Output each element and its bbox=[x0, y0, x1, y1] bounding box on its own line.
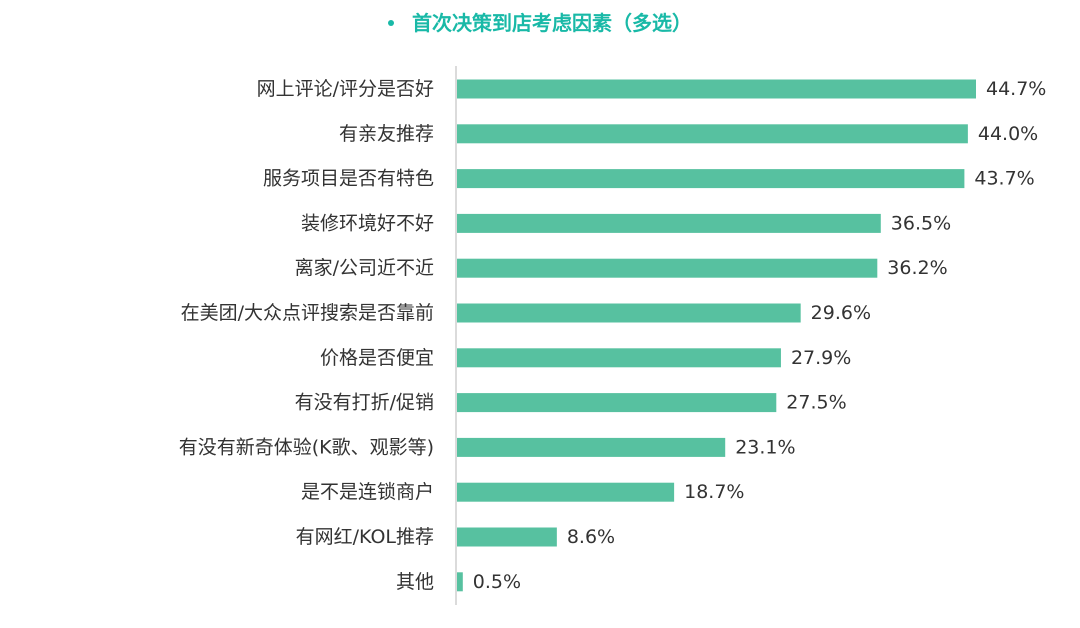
category-label-5: 在美团/大众点评搜索是否靠前 bbox=[181, 302, 434, 324]
category-label-2: 服务项目是否有特色 bbox=[263, 168, 434, 190]
category-label-3: 装修环境好不好 bbox=[301, 212, 434, 234]
bar-8 bbox=[457, 437, 726, 457]
bar-9 bbox=[457, 482, 675, 502]
value-label-10: 8.6% bbox=[567, 526, 615, 548]
value-label-11: 0.5% bbox=[473, 571, 521, 593]
bar-3 bbox=[457, 213, 881, 233]
category-label-7: 有没有打折/促销 bbox=[295, 392, 434, 414]
value-label-5: 29.6% bbox=[811, 302, 871, 324]
bar-4 bbox=[457, 258, 878, 278]
category-label-6: 价格是否便宜 bbox=[320, 347, 434, 369]
category-label-8: 有没有新奇体验(K歌、观影等) bbox=[179, 436, 434, 458]
bar-5 bbox=[457, 303, 801, 323]
value-label-8: 23.1% bbox=[735, 436, 795, 458]
value-label-4: 36.2% bbox=[887, 257, 947, 279]
category-label-1: 有亲友推荐 bbox=[339, 123, 434, 145]
category-label-10: 有网红/KOL推荐 bbox=[296, 526, 434, 548]
chart-title-row: 首次决策到店考虑因素（多选） bbox=[0, 8, 1080, 38]
value-label-7: 27.5% bbox=[786, 392, 846, 414]
bar-0 bbox=[457, 79, 976, 99]
bar-2 bbox=[457, 169, 965, 189]
value-labels-group: 44.7% 44.0% 43.7% 36.5% 36.2% 29.6% 27.9% 27.5%… bbox=[473, 78, 1047, 593]
category-labels-group: 网上评论/评分是否好有亲友推荐服务项目是否有特色装修环境好不好离家/公司近不近在… bbox=[179, 78, 434, 593]
bars-group bbox=[457, 79, 976, 592]
bar-1 bbox=[457, 124, 968, 144]
bar-11 bbox=[457, 572, 463, 592]
chart-title: 首次决策到店考虑因素（多选） bbox=[412, 11, 692, 35]
value-label-6: 27.9% bbox=[791, 347, 851, 369]
bar-10 bbox=[457, 527, 557, 547]
value-label-3: 36.5% bbox=[891, 212, 951, 234]
category-label-11: 其他 bbox=[396, 571, 434, 593]
value-label-1: 44.0% bbox=[978, 123, 1038, 145]
title-bullet-icon bbox=[388, 19, 394, 26]
category-label-0: 网上评论/评分是否好 bbox=[257, 78, 434, 100]
bar-7 bbox=[457, 393, 777, 413]
value-label-9: 18.7% bbox=[684, 481, 744, 503]
category-label-4: 离家/公司近不近 bbox=[295, 257, 434, 279]
value-label-2: 43.7% bbox=[974, 168, 1034, 190]
bar-6 bbox=[457, 348, 781, 368]
category-label-9: 是不是连锁商户 bbox=[301, 481, 434, 503]
value-label-0: 44.7% bbox=[986, 78, 1046, 100]
